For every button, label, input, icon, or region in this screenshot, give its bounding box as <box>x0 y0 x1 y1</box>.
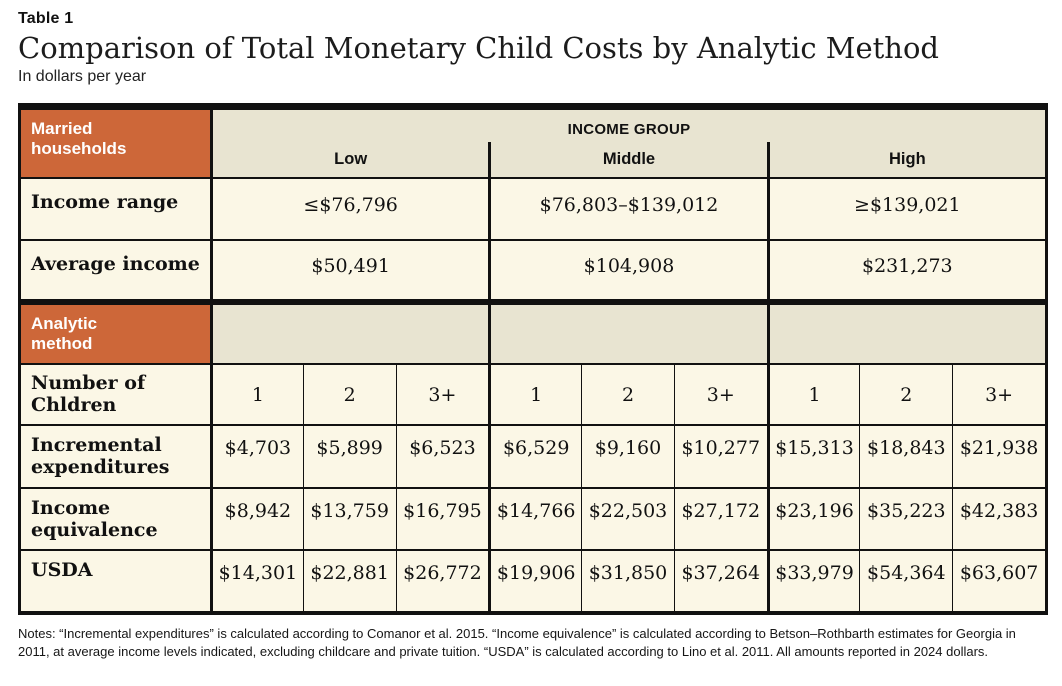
group-header-high: High <box>766 142 1045 177</box>
table-cell: $9,160 <box>581 426 674 487</box>
table-eyebrow: Table 1 <box>18 10 74 27</box>
table-cell: $42,383 <box>952 489 1045 549</box>
table-cell: $14,766 <box>488 489 582 549</box>
band-spacer-middle <box>488 305 767 363</box>
table-cell: $19,906 <box>488 551 582 611</box>
page-title: Comparison of Total Monetary Child Costs… <box>18 31 939 65</box>
children-count-cell: 2 <box>302 365 396 424</box>
row-label-usda: USDA <box>21 551 210 611</box>
children-count-cell: 1 <box>766 365 860 424</box>
children-count-cell: 3+ <box>952 365 1045 424</box>
children-count-cell: 1 <box>488 365 582 424</box>
table-cell: $26,772 <box>395 551 489 611</box>
comparison-table: Married households INCOME GROUP Low Midd… <box>18 103 1048 615</box>
usda-row: USDA $14,301 $22,881 $26,772 $19,906 $31… <box>21 549 1045 611</box>
married-households-header-cell: Married households <box>21 110 210 177</box>
table-cell: $63,607 <box>952 551 1045 611</box>
average-income-row: Average income $50,491 $104,908 $231,273 <box>21 239 1045 299</box>
page-subtitle: In dollars per year <box>18 68 147 85</box>
table-cell: $10,277 <box>673 426 767 487</box>
table-cell: $8,942 <box>210 489 303 549</box>
children-count-cell: 3+ <box>395 365 489 424</box>
incremental-expenditures-row: Incremental expenditures $4,703 $5,899 $… <box>21 424 1045 487</box>
average-income-middle: $104,908 <box>488 241 767 299</box>
children-count-cell: 3+ <box>673 365 767 424</box>
table-cell: $22,503 <box>581 489 674 549</box>
table-cell: $15,313 <box>766 426 860 487</box>
row-label-number-of-children: Number of Chldren <box>21 365 210 424</box>
table-cell: $21,938 <box>952 426 1045 487</box>
row-label-average-income: Average income <box>21 241 210 299</box>
table-cell: $31,850 <box>581 551 674 611</box>
income-range-high: ≥$139,021 <box>766 179 1045 239</box>
income-range-low: ≤$76,796 <box>210 179 489 239</box>
band-spacer-low <box>210 305 489 363</box>
table-cell: $5,899 <box>302 426 396 487</box>
table-cell: $18,843 <box>859 426 953 487</box>
table-cell: $33,979 <box>766 551 860 611</box>
group-header-middle: Middle <box>488 142 766 177</box>
average-income-low: $50,491 <box>210 241 489 299</box>
table-cell: $6,523 <box>395 426 489 487</box>
analytic-method-band: Analytic method <box>21 305 1045 363</box>
section-divider <box>21 299 1045 305</box>
table-cell: $35,223 <box>859 489 953 549</box>
table-cell: $23,196 <box>766 489 860 549</box>
income-range-row: Income range ≤$76,796 $76,803–$139,012 ≥… <box>21 177 1045 239</box>
group-header-low: Low <box>334 150 368 168</box>
table-header-band: Married households INCOME GROUP Low Midd… <box>21 110 1045 177</box>
average-income-high: $231,273 <box>766 241 1045 299</box>
table-cell: $22,881 <box>302 551 396 611</box>
table-cell: $54,364 <box>859 551 953 611</box>
table-cell: $14,301 <box>210 551 303 611</box>
table-cell: $37,264 <box>673 551 767 611</box>
income-group-header: INCOME GROUP <box>567 121 691 138</box>
notes-text: Notes: “Incremental expenditures” is cal… <box>18 626 1016 659</box>
children-count-cell: 2 <box>859 365 953 424</box>
row-label-incremental-expenditures: Incremental expenditures <box>21 426 210 487</box>
group-header-row: Low Middle High <box>213 142 1045 177</box>
children-count-cell: 1 <box>210 365 303 424</box>
row-label-income-equivalence: Income equivalence <box>21 489 210 549</box>
row-label-income-range: Income range <box>21 179 210 239</box>
table-cell: $27,172 <box>673 489 767 549</box>
income-group-header-area: INCOME GROUP Low Middle High <box>210 110 1045 177</box>
children-count-cell: 2 <box>581 365 674 424</box>
table-cell: $6,529 <box>488 426 582 487</box>
table-cell: $16,795 <box>395 489 489 549</box>
children-count-row: Number of Chldren 1 2 3+ 1 2 3+ 1 2 3+ <box>21 363 1045 424</box>
table-cell: $4,703 <box>210 426 303 487</box>
income-range-middle: $76,803–$139,012 <box>488 179 767 239</box>
band-spacer-high <box>766 305 1045 363</box>
analytic-method-header-cell: Analytic method <box>21 305 210 363</box>
table-cell: $13,759 <box>302 489 396 549</box>
income-equivalence-row: Income equivalence $8,942 $13,759 $16,79… <box>21 487 1045 549</box>
